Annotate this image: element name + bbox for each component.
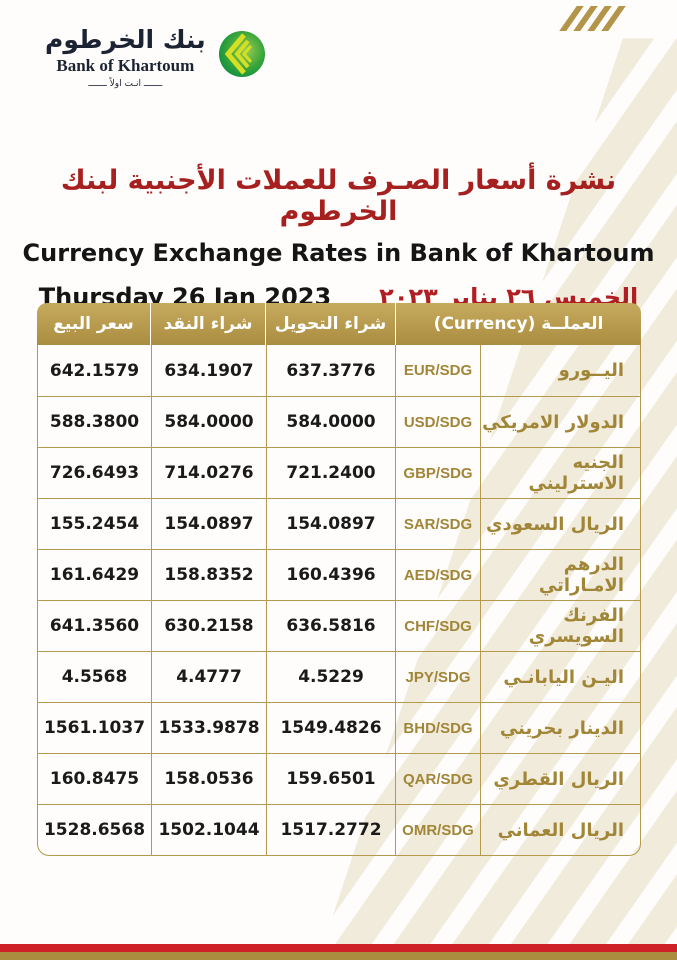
transfer-buy-rate: 4.5229 [266, 652, 395, 702]
table-row: 1561.1037 1533.9878 1549.4826 BHD/SDG ال… [38, 702, 640, 753]
currency-name-arabic: اليــورو [480, 345, 638, 396]
currency-code: AED/SDG [395, 550, 480, 600]
table-row: 161.6429 158.8352 160.4396 AED/SDG الدره… [38, 549, 640, 600]
currency-code: CHF/SDG [395, 601, 480, 651]
table-row: 726.6493 714.0276 721.2400 GBP/SDG الجني… [38, 447, 640, 498]
table-row: 160.8475 158.0536 159.6501 QAR/SDG الريا… [38, 753, 640, 804]
bank-tagline: ـــــــ انـت اولاً ـــــــ [88, 78, 163, 89]
currency-code: BHD/SDG [395, 703, 480, 753]
currency-name-arabic: الريال العماني [480, 805, 638, 855]
currency-name-arabic: الفرنك السويسري [480, 601, 638, 651]
sell-rate: 161.6429 [49, 565, 140, 585]
currency-code: JPY/SDG [395, 652, 480, 702]
transfer-buy-rate: 160.4396 [266, 550, 395, 600]
cash-buy-rate: 630.2158 [151, 601, 266, 651]
transfer-buy-rate: 636.5816 [266, 601, 395, 651]
bank-name-english: Bank of Khartoum [56, 55, 195, 75]
currency-name-arabic: الدينار بحريني [480, 703, 638, 753]
table-header-row: سعر البيع شراء النقد شراء التحويل العملـ… [37, 303, 641, 345]
sell-rate: 1528.6568 [43, 820, 146, 840]
sell-rate: 1561.1037 [43, 718, 146, 738]
table-row: 642.1579 634.1907 637.3776 EUR/SDG اليــ… [38, 345, 640, 396]
transfer-buy-rate: 1549.4826 [266, 703, 395, 753]
sell-rate: 642.1579 [49, 360, 140, 381]
currency-name-arabic: الجنيه الاسترليني [480, 448, 638, 498]
sell-rate: 4.5568 [61, 667, 128, 687]
currency-code: QAR/SDG [395, 754, 480, 804]
title-block: نشرة أسعار الصـرف للعملات الأجنبية لبنك … [0, 165, 677, 311]
cash-buy-rate: 584.0000 [151, 397, 266, 447]
header-currency: العملــة (Currency) [395, 303, 641, 345]
transfer-buy-rate: 637.3776 [266, 345, 395, 396]
cash-buy-rate: 1533.9878 [151, 703, 266, 753]
table-row: 155.2454 154.0897 154.0897 SAR/SDG الريا… [38, 498, 640, 549]
currency-name-arabic: الريال السعودي [480, 499, 638, 549]
bank-logo: بنك الخرطوم Bank of Khartoum ـــــــ انـ… [45, 26, 266, 89]
bottom-gold-bar [0, 952, 677, 960]
sell-rate: 641.3560 [49, 616, 140, 636]
sell-rate: 588.3800 [49, 412, 140, 432]
currency-code: SAR/SDG [395, 499, 480, 549]
title-arabic: نشرة أسعار الصـرف للعملات الأجنبية لبنك … [60, 165, 617, 227]
title-english: Currency Exchange Rates in Bank of Khart… [22, 239, 655, 267]
currency-code: USD/SDG [395, 397, 480, 447]
currency-code: OMR/SDG [395, 805, 480, 855]
table-row: 4.5568 4.4777 4.5229 JPY/SDG اليـن الياب… [38, 651, 640, 702]
bottom-red-bar [0, 944, 677, 952]
table-row: 641.3560 630.2158 636.5816 CHF/SDG الفرن… [38, 600, 640, 651]
transfer-buy-rate: 721.2400 [266, 448, 395, 498]
currency-code: EUR/SDG [395, 345, 480, 396]
table-body: 642.1579 634.1907 637.3776 EUR/SDG اليــ… [37, 345, 641, 856]
currency-name-arabic: الريال القطري [480, 754, 638, 804]
sell-rate: 726.6493 [49, 463, 140, 483]
sell-rate: 155.2454 [49, 514, 140, 534]
transfer-buy-rate: 159.6501 [266, 754, 395, 804]
cash-buy-rate: 1502.1044 [151, 805, 266, 855]
cash-buy-rate: 634.1907 [151, 345, 266, 396]
cash-buy-rate: 158.0536 [151, 754, 266, 804]
bank-of-khartoum-sphere-icon [218, 31, 265, 77]
currency-name-arabic: الدولار الامريكي [480, 397, 638, 447]
cash-buy-rate: 714.0276 [151, 448, 266, 498]
rates-table: سعر البيع شراء النقد شراء التحويل العملـ… [37, 303, 641, 856]
cash-buy-rate: 158.8352 [151, 550, 266, 600]
bank-name-arabic: بنك الخرطوم [45, 25, 206, 54]
transfer-buy-rate: 584.0000 [266, 397, 395, 447]
table-row: 588.3800 584.0000 584.0000 USD/SDG الدول… [38, 396, 640, 447]
header-cash-buy: شراء النقد [150, 303, 265, 345]
transfer-buy-rate: 1517.2772 [266, 805, 395, 855]
cash-buy-rate: 154.0897 [151, 499, 266, 549]
sell-rate: 160.8475 [49, 769, 140, 789]
table-row: 1528.6568 1502.1044 1517.2772 OMR/SDG ال… [38, 804, 640, 855]
header-sell-price: سعر البيع [53, 314, 134, 334]
currency-code: GBP/SDG [395, 448, 480, 498]
cash-buy-rate: 4.4777 [151, 652, 266, 702]
header-transfer-buy: شراء التحويل [265, 303, 395, 345]
transfer-buy-rate: 154.0897 [266, 499, 395, 549]
currency-name-arabic: اليـن اليابانـي [480, 652, 638, 702]
currency-name-arabic: الدرهم الامـاراتي [480, 550, 638, 600]
